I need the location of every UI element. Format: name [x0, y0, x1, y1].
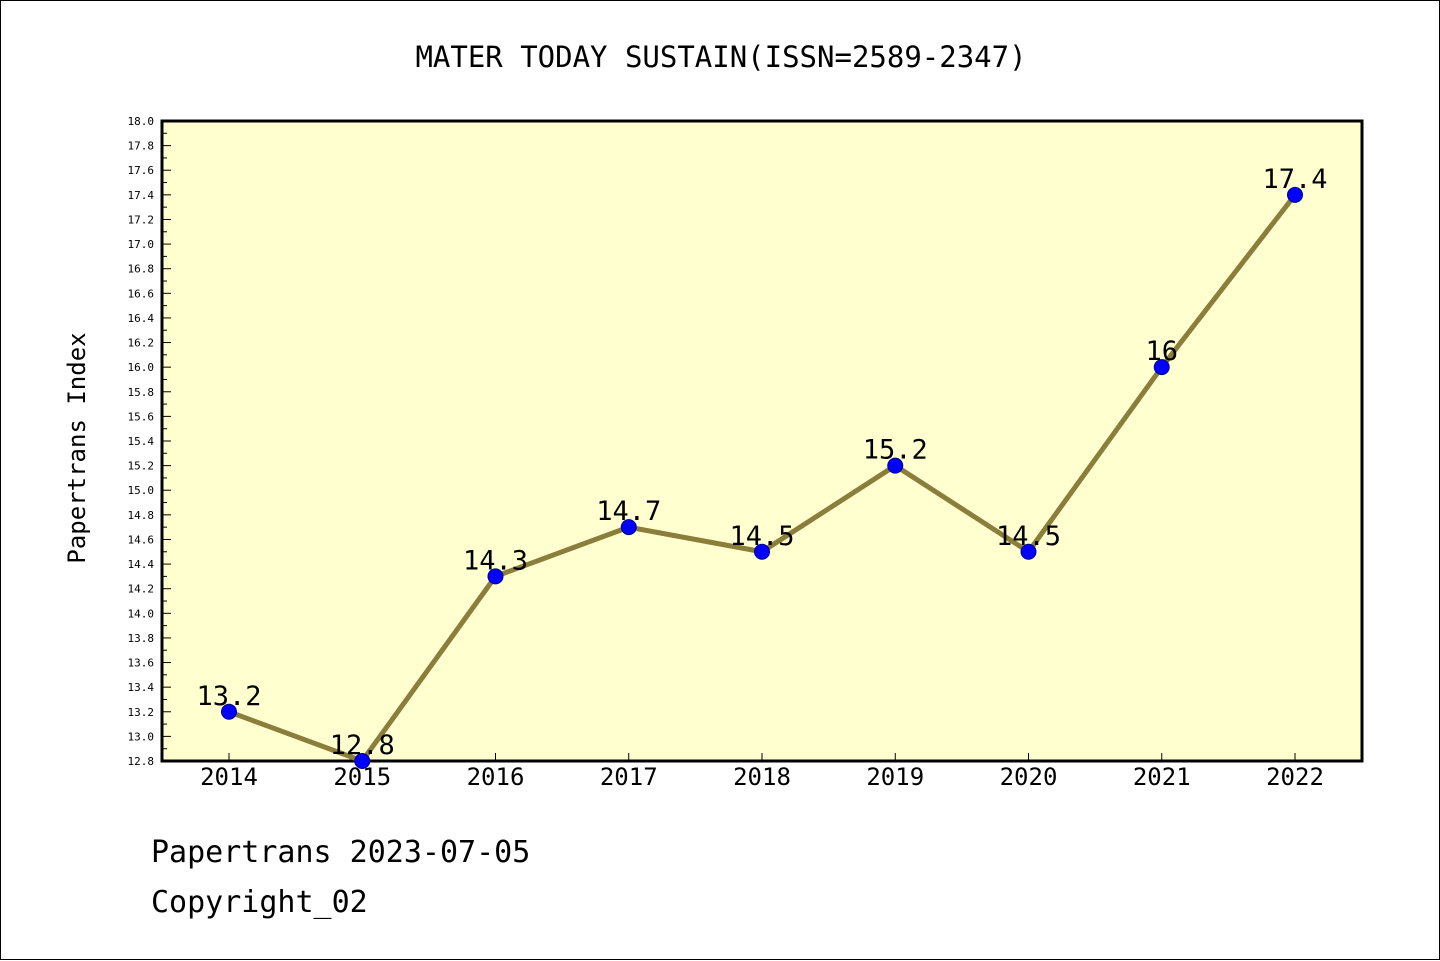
- data-label-2017: 14.7: [596, 496, 661, 527]
- x-tick-label: 2016: [467, 763, 525, 791]
- data-point-2015: [354, 753, 371, 769]
- data-point-2021: [1153, 359, 1170, 376]
- data-label-2020: 14.5: [996, 521, 1061, 552]
- data-label-2022: 17.4: [1262, 164, 1327, 195]
- data-label-2015: 12.8: [330, 730, 395, 761]
- data-label-2019: 15.2: [863, 435, 928, 466]
- y-tick-label: 16.2: [128, 337, 155, 350]
- data-point-2018: [754, 543, 770, 560]
- x-tick-label: 2017: [600, 763, 658, 791]
- y-tick-label: 16.6: [128, 287, 155, 300]
- y-tick-label: 15.6: [128, 410, 155, 423]
- data-point-2017: [620, 519, 637, 536]
- y-tick-label: 14.0: [128, 607, 155, 620]
- y-tick-label: 12.8: [128, 755, 155, 768]
- y-tick-label: 15.2: [128, 460, 155, 473]
- data-label-2021: 16: [1145, 336, 1178, 367]
- y-axis-label: Papertrans Index: [63, 332, 91, 563]
- y-axis-ticks: 12.8 13.0 13.2 13.4 13.6 13.8 14.0 14.2 14.4 14.6…: [128, 115, 171, 768]
- y-tick-label: 16.4: [128, 312, 155, 325]
- y-tick-label: 13.2: [128, 706, 155, 719]
- y-tick-label: 17.6: [128, 164, 155, 177]
- y-tick-label: 17.0: [128, 238, 155, 251]
- y-tick-label: 14.8: [128, 509, 155, 522]
- x-tick-label: 2018: [733, 763, 791, 791]
- data-label-layer: 13.2 12.8 14.3 14.7 14.5 15.2 14.5 16 17.4: [196, 164, 1327, 761]
- y-tick-label: 17.2: [128, 213, 155, 226]
- y-tick-label: 15.8: [128, 386, 155, 399]
- data-label-2014: 13.2: [196, 681, 261, 712]
- x-tick-label: 2022: [1266, 763, 1324, 791]
- y-tick-label: 15.4: [128, 435, 155, 448]
- x-tick-label: 2021: [1133, 763, 1191, 791]
- y-tick-label: 14.4: [128, 558, 155, 571]
- plot-area: [160, 119, 1364, 763]
- chart-title: MATER TODAY SUSTAIN(ISSN=2589-2347): [415, 40, 1026, 74]
- data-point-2020: [1020, 543, 1037, 560]
- y-tick-label: 14.2: [128, 583, 155, 596]
- x-tick-label: 2020: [1000, 763, 1058, 791]
- y-tick-label: 13.8: [128, 632, 155, 645]
- data-label-2016: 14.3: [463, 545, 528, 576]
- footer-copyright: Copyright_02: [151, 885, 368, 920]
- x-tick-label: 2019: [866, 763, 924, 791]
- data-point-2014: [221, 703, 237, 720]
- x-tick-label: 2014: [200, 763, 258, 791]
- data-point-2016: [487, 568, 504, 585]
- footer-date: Papertrans 2023-07-05: [151, 835, 531, 870]
- y-tick-label: 13.0: [128, 730, 155, 743]
- data-point-2019: [887, 457, 904, 474]
- y-tick-label: 14.6: [128, 533, 155, 546]
- x-axis-ticks: 2014 2015 2016 2017 2018 2019 2020 2021 2022: [200, 753, 1324, 791]
- y-tick-label: 16.0: [128, 361, 155, 374]
- y-tick-label: 17.8: [128, 140, 155, 153]
- data-point-2022: [1287, 186, 1303, 203]
- y-tick-label: 13.6: [128, 657, 155, 670]
- y-tick-label: 16.8: [128, 263, 155, 276]
- y-tick-label: 17.4: [128, 189, 155, 202]
- series-layer: [221, 186, 1303, 769]
- y-tick-label: 13.4: [128, 681, 155, 694]
- y-tick-label: 15.0: [128, 484, 155, 497]
- y-tick-label: 18.0: [128, 115, 155, 128]
- data-label-2018: 14.5: [729, 521, 794, 552]
